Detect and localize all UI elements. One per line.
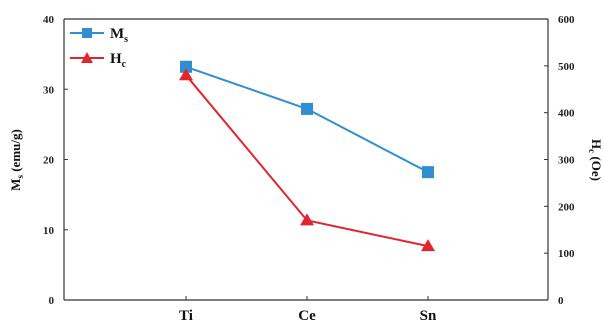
right-tick-label: 300 (558, 155, 575, 167)
legend-marker-hc (81, 52, 93, 63)
hc-data-point (421, 239, 435, 252)
legend-item-hc: Hc (70, 51, 127, 70)
right-tick-label: 400 (558, 108, 575, 120)
right-tick-label: 0 (558, 295, 564, 307)
hc-data-point (179, 68, 193, 81)
right-axis-label-rest: (Oe) (589, 153, 604, 181)
ms-data-point (180, 60, 192, 73)
right-tick-label: 500 (558, 61, 575, 73)
right-tick-label: 600 (558, 14, 575, 26)
x-tick-label: Ti (179, 308, 193, 323)
right-axis-label: Hc (Oe) (587, 139, 604, 181)
right-tick-label: 200 (558, 201, 575, 213)
hc-data-point (300, 213, 314, 226)
left-tick-label: 30 (43, 84, 55, 96)
legend-item-ms: Ms (70, 26, 128, 45)
left-tick-label: 0 (49, 295, 55, 307)
left-axis-label-sub: s (15, 175, 25, 179)
x-tick-label: Sn (420, 308, 437, 323)
left-axis-label-main: M (8, 179, 23, 191)
left-axis-label-rest: (emu/g) (8, 129, 23, 175)
ms-data-point (301, 102, 313, 115)
legend-label-hc: Hc (110, 51, 127, 70)
left-tick-label: 10 (43, 225, 55, 237)
right-axis-label-sub: c (587, 149, 597, 153)
x-tick-label: Ce (298, 308, 316, 323)
left-axis-label: Ms (emu/g) (8, 129, 25, 191)
left-tick-label: 20 (43, 155, 55, 167)
left-tick-label: 40 (43, 14, 55, 26)
right-tick-label: 100 (558, 248, 575, 260)
right-axis-label-main: H (589, 139, 604, 149)
legend-label-ms: Ms (110, 26, 128, 45)
legend: Ms Hc (70, 26, 128, 70)
legend-marker-ms (82, 28, 92, 38)
ms-data-point (422, 166, 434, 179)
